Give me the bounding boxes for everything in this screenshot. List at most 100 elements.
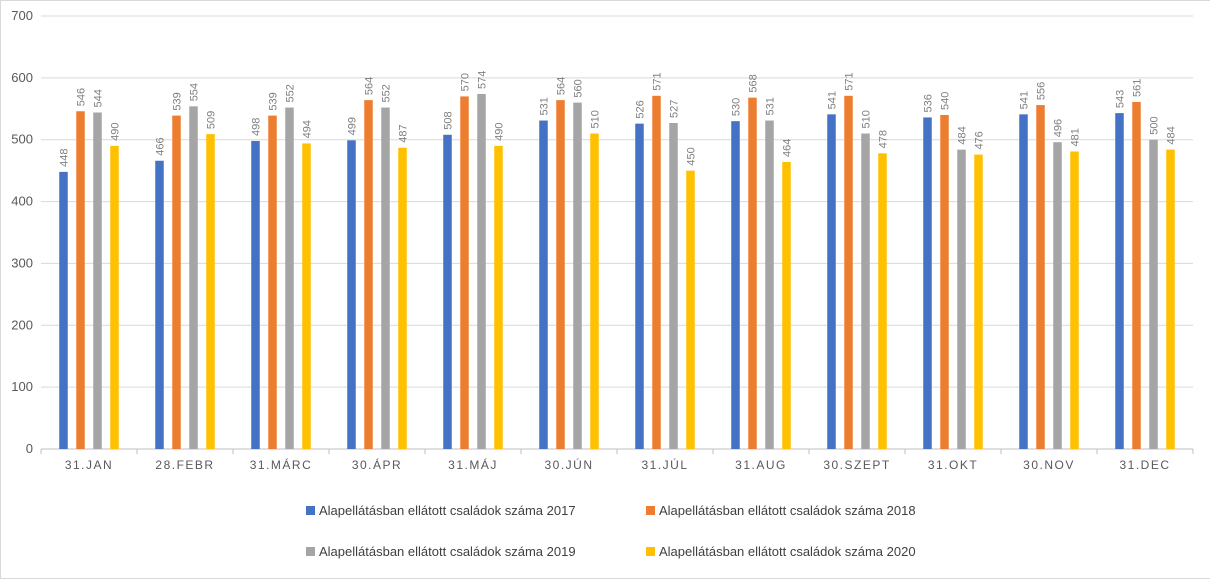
- bar: [1115, 113, 1124, 449]
- data-label: 560: [573, 79, 585, 97]
- bar: [827, 114, 836, 450]
- bar: [251, 140, 260, 450]
- bar: [782, 161, 791, 450]
- data-label: 487: [398, 124, 410, 142]
- bar: [940, 114, 949, 449]
- data-label: 466: [155, 137, 167, 155]
- data-label: 509: [206, 111, 218, 129]
- bar: [302, 143, 311, 449]
- data-label: 499: [347, 117, 359, 135]
- data-label: 527: [669, 100, 681, 118]
- data-labels: 448 546 544 490 466 539 554 509 498 539 552 494 499 5…: [59, 71, 1178, 167]
- bar: [923, 117, 932, 450]
- bar: [381, 107, 390, 449]
- data-label: 531: [539, 97, 551, 115]
- bar: [878, 153, 887, 449]
- data-label: 564: [556, 77, 568, 95]
- y-tick-label: 500: [11, 132, 33, 147]
- bar: [1019, 114, 1028, 450]
- data-label: 571: [652, 72, 664, 90]
- legend-label-2020: Alapellátásban ellátott családok száma 2…: [659, 544, 916, 559]
- data-label: 490: [494, 123, 506, 141]
- data-label: 540: [940, 92, 952, 110]
- legend-label-2019: Alapellátásban ellátott családok száma 2…: [319, 544, 576, 559]
- data-label: 484: [1166, 126, 1178, 144]
- bar: [686, 170, 695, 449]
- bar: [669, 123, 678, 450]
- bar: [1132, 101, 1141, 449]
- data-label: 496: [1053, 119, 1065, 137]
- y-tick-label: 200: [11, 317, 33, 332]
- bar: [1166, 149, 1175, 449]
- bar: [189, 106, 198, 449]
- bar: [573, 102, 582, 449]
- bar: [93, 112, 102, 450]
- x-axis: 31.JAN 28.FEBR 31.MÁRC 30.ÁPR 31.MÁJ 30.JÚN 31…: [40, 449, 1194, 472]
- bar: [844, 95, 853, 449]
- bar: [652, 95, 661, 449]
- legend-swatch-2017: [306, 506, 315, 515]
- legend-label-2018: Alapellátásban ellátott családok száma 2…: [659, 503, 916, 518]
- y-tick-label: 0: [26, 441, 33, 456]
- bar: [172, 115, 181, 449]
- bar: [556, 100, 565, 449]
- bar: [957, 149, 966, 449]
- data-label: 530: [731, 98, 743, 116]
- bar: [285, 107, 294, 449]
- bar: [539, 120, 548, 449]
- x-tick-label: 31.AUG: [735, 458, 787, 472]
- data-label: 544: [93, 89, 105, 107]
- legend-swatch-2019: [306, 547, 315, 556]
- x-tick-label: 31.JAN: [65, 458, 113, 472]
- data-label: 554: [189, 83, 201, 101]
- bar: [861, 133, 870, 449]
- x-tick-label: 30.NOV: [1023, 458, 1075, 472]
- legend-label-2017: Alapellátásban ellátott családok száma 2…: [319, 503, 576, 518]
- x-tick-label: 31.MÁRC: [250, 457, 313, 472]
- data-label: 464: [782, 139, 794, 157]
- data-label: 484: [957, 126, 969, 144]
- data-label: 552: [381, 84, 393, 102]
- y-tick-label: 100: [11, 379, 33, 394]
- data-label: 500: [1149, 116, 1161, 134]
- x-tick-label: 28.FEBR: [155, 458, 214, 472]
- data-label: 448: [59, 149, 71, 167]
- data-label: 539: [268, 92, 280, 110]
- bar: [398, 147, 407, 449]
- x-tick-label: 31.MÁJ: [448, 457, 498, 472]
- y-tick-label: 400: [11, 194, 33, 209]
- bars: [59, 93, 1175, 450]
- data-label: 571: [844, 72, 856, 90]
- data-label: 536: [923, 94, 935, 112]
- legend-item-2020: Alapellátásban ellátott családok száma 2…: [646, 544, 916, 559]
- bar: [59, 171, 68, 449]
- bar: [206, 134, 215, 449]
- bar: [974, 154, 983, 449]
- data-label: 574: [477, 71, 489, 89]
- legend-item-2019: Alapellátásban ellátott családok száma 2…: [306, 544, 576, 559]
- data-label: 508: [443, 111, 455, 129]
- bar: [748, 97, 757, 449]
- y-tick-label: 300: [11, 255, 33, 270]
- y-axis: 0 100 200 300 400 500 600 700: [11, 8, 33, 456]
- x-tick-label: 30.SZEPT: [823, 458, 890, 472]
- bar: [460, 96, 469, 450]
- bar: [1053, 142, 1062, 449]
- bar: [443, 134, 452, 449]
- bar: [364, 100, 373, 449]
- data-label: 543: [1115, 90, 1127, 108]
- y-tick-label: 700: [11, 8, 33, 23]
- data-label: 561: [1132, 79, 1144, 97]
- legend-item-2017: Alapellátásban ellátott családok száma 2…: [306, 503, 576, 518]
- data-label: 510: [590, 110, 602, 128]
- data-label: 498: [251, 118, 263, 136]
- bar: [347, 140, 356, 449]
- bar: [765, 120, 774, 449]
- data-label: 490: [110, 123, 122, 141]
- data-label: 570: [460, 73, 472, 91]
- data-label: 450: [686, 147, 698, 165]
- bar: [635, 123, 644, 449]
- legend-item-2018: Alapellátásban ellátott családok száma 2…: [646, 503, 916, 518]
- bar: [268, 115, 277, 449]
- data-label: 556: [1036, 82, 1048, 100]
